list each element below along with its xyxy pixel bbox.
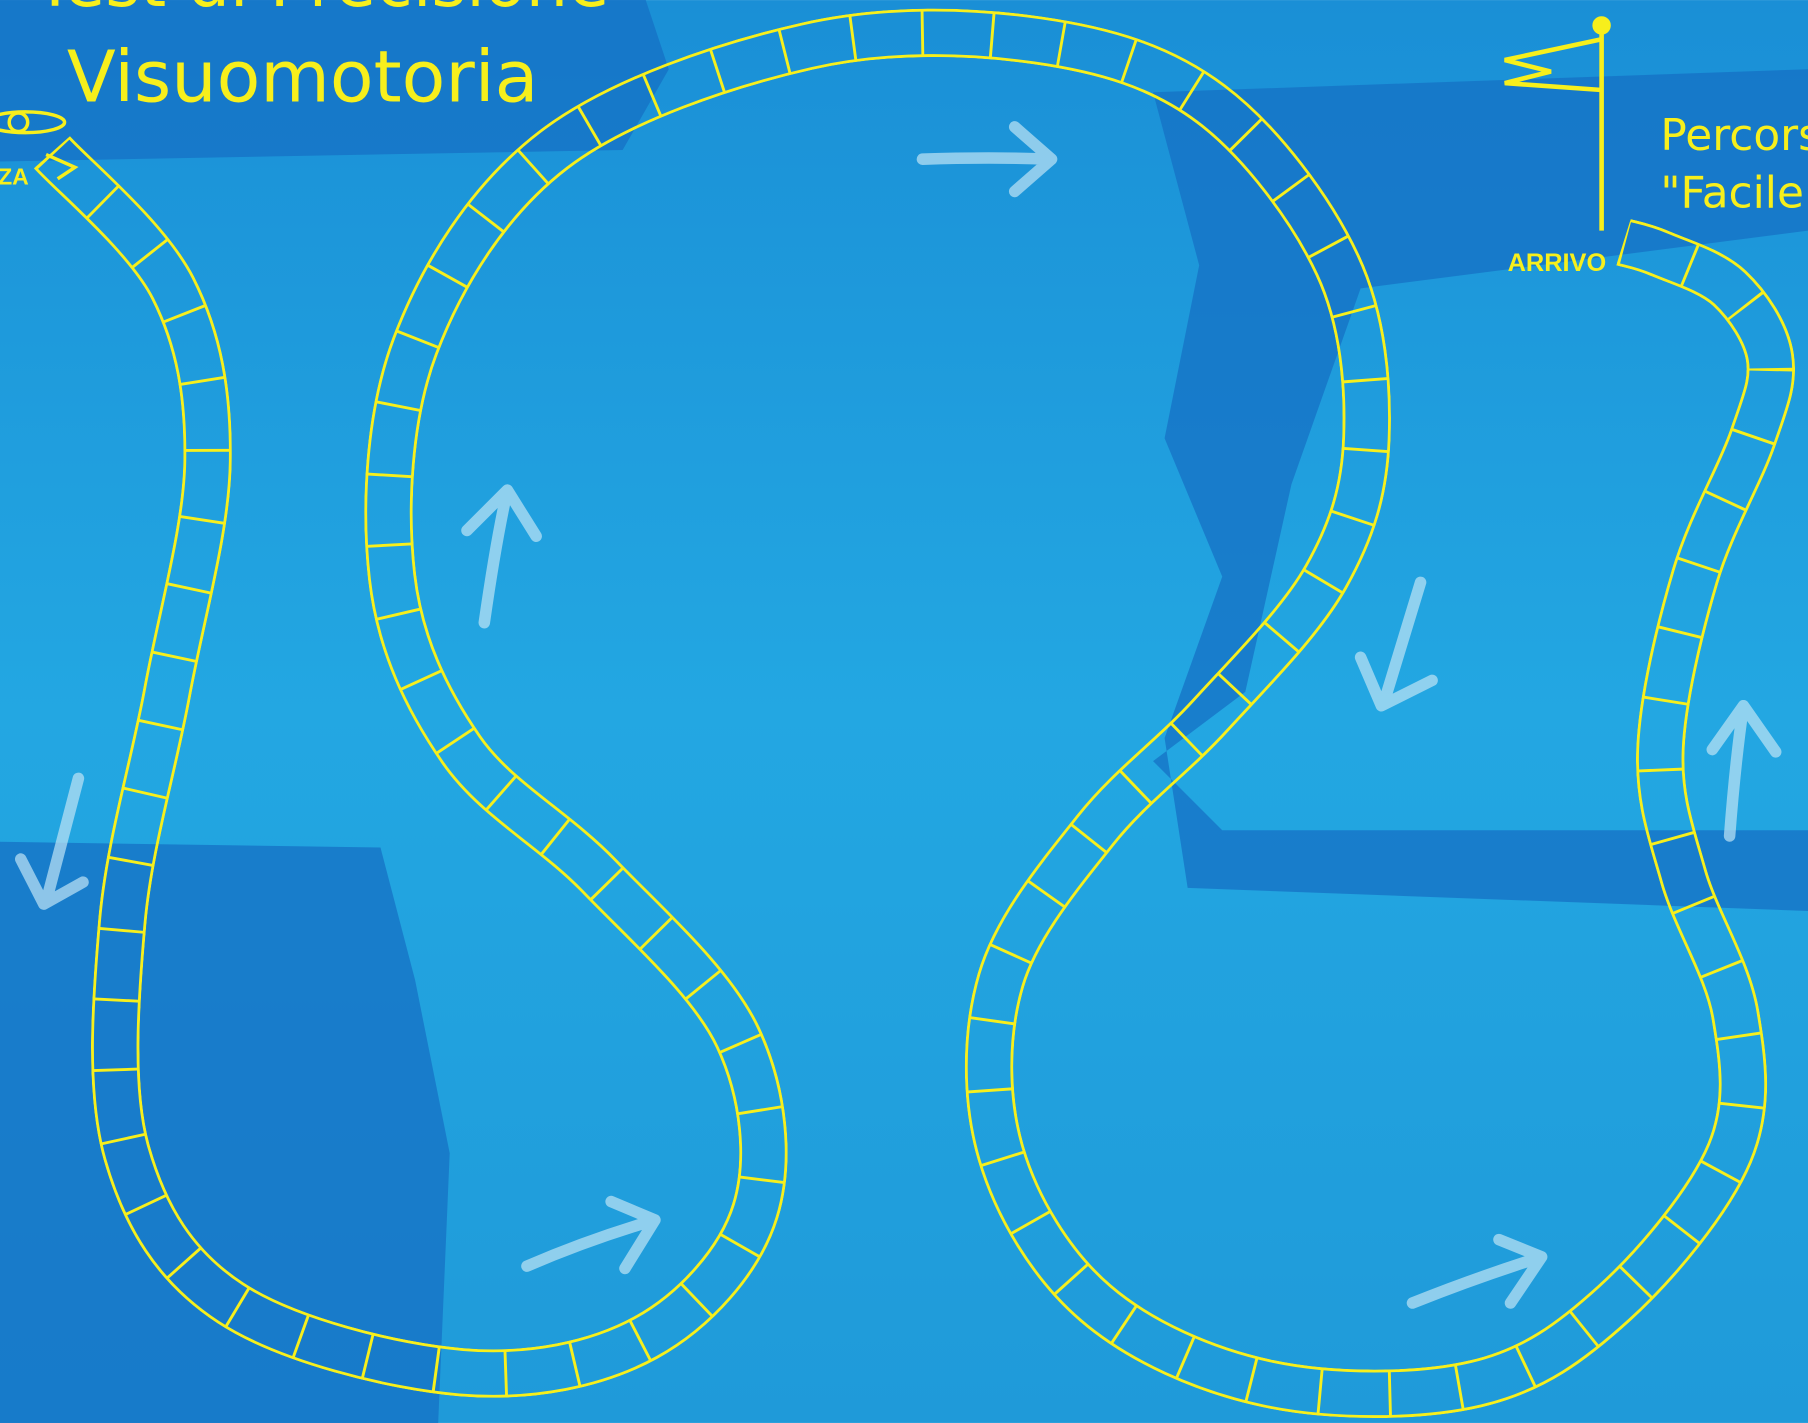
car-icon bbox=[0, 110, 79, 181]
title: Visuomotoria bbox=[67, 36, 539, 119]
track bbox=[33, 8, 1796, 1418]
start-label: PARTENZA bbox=[0, 164, 29, 190]
course-name: Percorso bbox=[1660, 110, 1808, 161]
direction-arrows bbox=[14, 121, 1782, 1309]
course-level: "Facile" bbox=[1660, 168, 1808, 219]
subtitle: Test di Precisione bbox=[34, 0, 610, 22]
track-edges bbox=[33, 8, 1796, 1418]
finish-label: ARRIVO bbox=[1508, 249, 1607, 277]
finish-flag bbox=[1504, 16, 1611, 231]
